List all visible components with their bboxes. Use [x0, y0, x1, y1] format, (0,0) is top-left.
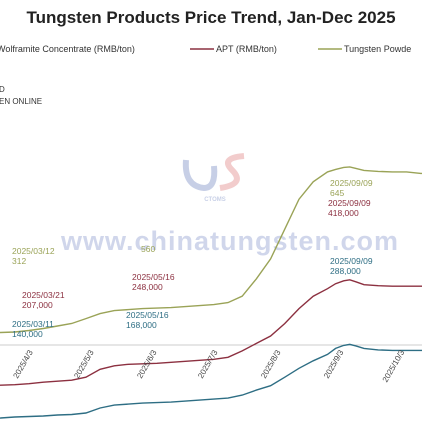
- annotation-label: 2025/09/09: [328, 198, 371, 208]
- annotation-label: 645: [330, 188, 344, 198]
- watermark: CTOMS www.chinatungsten.com: [60, 153, 399, 256]
- chart-title: Tungsten Products Price Trend, Jan-Dec 2…: [26, 8, 395, 27]
- watermark-logo-text: CTOMS: [204, 197, 226, 203]
- annotation-label: 2025/09/09: [330, 178, 373, 188]
- annotation-label: 418,000: [328, 208, 359, 218]
- annotation-label: 207,000: [22, 300, 53, 310]
- annotation-label: 140,000: [12, 329, 43, 339]
- legend-label-apt: APT (RMB/ton): [216, 44, 277, 54]
- x-tick-label: 2025/8/3: [259, 348, 283, 380]
- x-tick-label: 2025/5/3: [72, 348, 96, 380]
- watermark-logo-swoosh-icon: [219, 153, 245, 191]
- watermark-logo-icon: [182, 159, 218, 192]
- x-tick-label: 2025/7/3: [196, 348, 220, 380]
- annotation-label: 288,000: [330, 266, 361, 276]
- x-tick-layer: 2025/3/32025/4/32025/5/32025/6/32025/7/3…: [11, 348, 407, 384]
- legend-label-tungsten-powder: Tungsten Powde: [344, 44, 411, 54]
- annotation-label: 2025/05/16: [126, 310, 169, 320]
- series-line-apt: [0, 279, 422, 386]
- series-line-pow: [0, 166, 422, 334]
- annotation-label: 2025/09/09: [330, 256, 373, 266]
- annotation-label: 2025/03/11: [12, 319, 54, 329]
- annotation-label: 2025/05/16: [132, 272, 175, 282]
- x-tick-label: 2025/9/3: [322, 348, 346, 380]
- annotation-label: 2025/03/12: [12, 246, 55, 256]
- annotation-label: 312: [12, 256, 26, 266]
- annotation-layer: 2025/03/123125602025/09/096452025/03/212…: [12, 178, 373, 339]
- x-tick-label: 2025/10/3: [381, 348, 407, 384]
- legend: Wolframite Concentrate (RMB/ton) APT (RM…: [0, 44, 411, 54]
- source-line-2: EN ONLINE: [0, 97, 42, 106]
- legend-label-wolframite: Wolframite Concentrate (RMB/ton): [0, 44, 135, 54]
- series-layer: [0, 166, 422, 419]
- source-line-1: D: [0, 85, 5, 94]
- x-tick-label: 2025/4/3: [11, 348, 35, 380]
- annotation-label: 248,000: [132, 282, 163, 292]
- annotation-label: 560: [141, 244, 155, 254]
- annotation-label: 168,000: [126, 320, 157, 330]
- watermark-text: www.chinatungsten.com: [60, 226, 399, 256]
- annotation-label: 2025/03/21: [22, 290, 65, 300]
- series-line-wolf: [0, 343, 422, 419]
